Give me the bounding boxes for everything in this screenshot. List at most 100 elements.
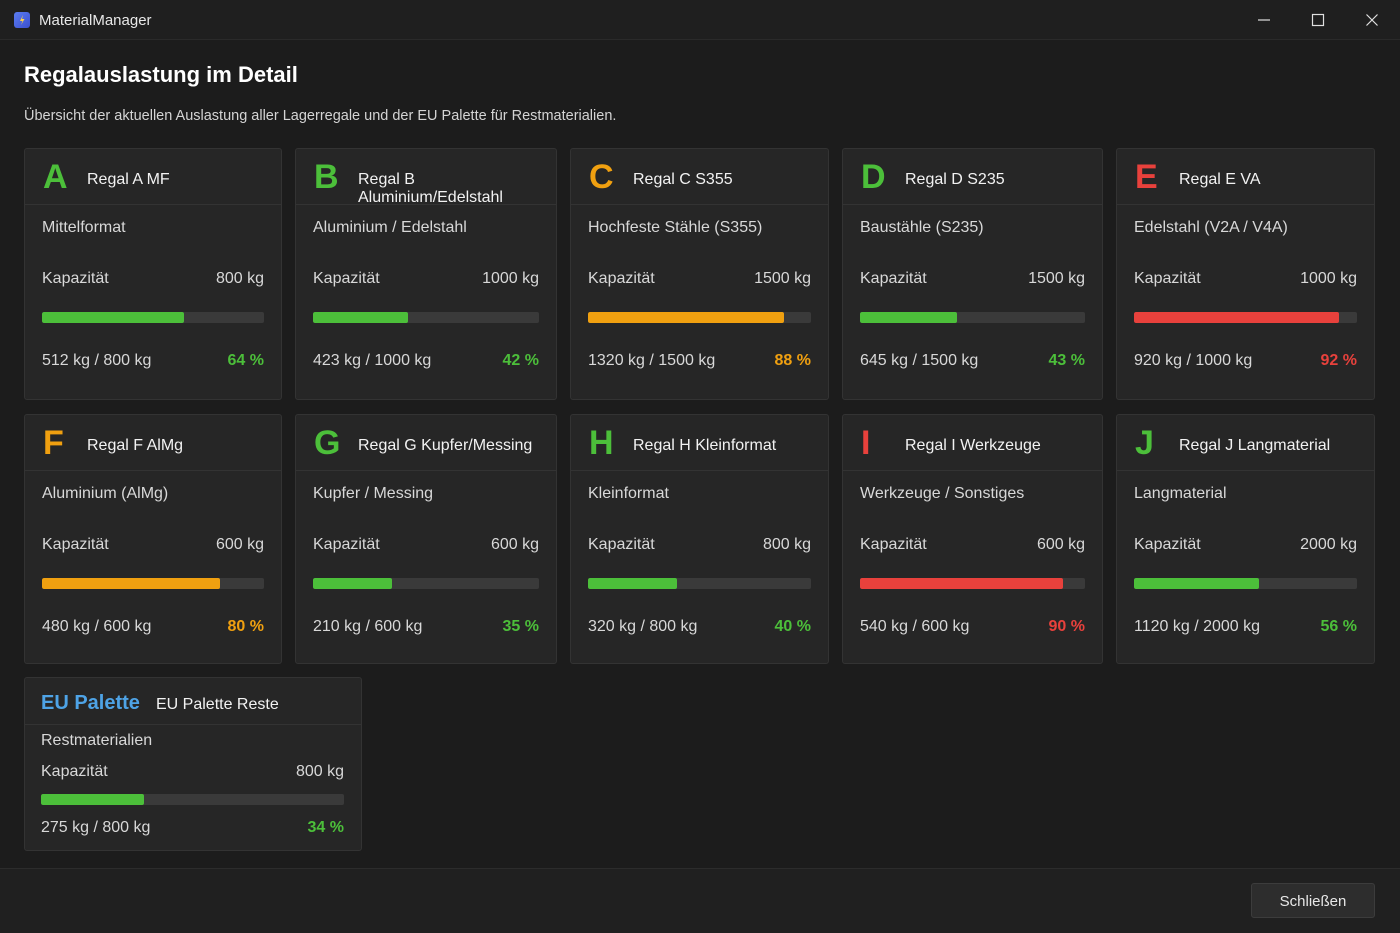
- usage-bar-track: [588, 312, 811, 323]
- shelf-title: Regal C S355: [633, 171, 733, 188]
- maximize-button[interactable]: [1291, 0, 1345, 40]
- capacity-label: Kapazität: [588, 536, 655, 553]
- capacity-label: Kapazität: [1134, 536, 1201, 553]
- usage-text: 275 kg / 800 kg: [41, 819, 151, 836]
- capacity-label: Kapazität: [42, 270, 109, 287]
- shelf-letter: C: [589, 158, 614, 196]
- shelf-title: Regal B Aluminium/Edelstahl: [358, 171, 503, 206]
- usage-text: 512 kg / 800 kg: [42, 352, 152, 369]
- usage-text: 423 kg / 1000 kg: [313, 352, 432, 369]
- card-header: D Regal D S235: [843, 149, 1102, 205]
- capacity-value: 600 kg: [1036, 536, 1085, 553]
- shelf-letter: B: [314, 158, 339, 196]
- usage-text: 920 kg / 1000 kg: [1134, 352, 1253, 369]
- usage-percent: 34 %: [307, 819, 344, 836]
- shelf-card-a: A Regal A MF Mittelformat Kapazität 800 kg 51…: [24, 148, 282, 400]
- capacity-value: 600 kg: [215, 536, 264, 553]
- capacity-value: 2000 kg: [1300, 536, 1357, 553]
- shelf-letter: A: [43, 158, 68, 196]
- usage-bar-track: [1134, 312, 1357, 323]
- card-header: B Regal B Aluminium/Edelstahl: [296, 149, 556, 206]
- shelf-title: Regal H Kleinformat: [633, 437, 777, 454]
- usage-text: 645 kg / 1500 kg: [860, 352, 979, 369]
- close-window-button[interactable]: [1345, 0, 1399, 40]
- usage-text: 480 kg / 600 kg: [42, 618, 152, 635]
- capacity-value: 1500 kg: [754, 270, 811, 287]
- shelf-card-h: H Regal H Kleinformat Kleinformat Kapazität…: [570, 414, 829, 664]
- usage-bar-track: [588, 578, 811, 589]
- usage-text: 540 kg / 600 kg: [860, 618, 970, 635]
- page-title: Regalauslastung im Detail: [24, 62, 298, 87]
- usage-bar-fill: [1134, 312, 1340, 323]
- shelf-letter: G: [314, 424, 341, 462]
- minimize-button[interactable]: [1237, 0, 1291, 40]
- card-header: F Regal F AlMg: [25, 415, 281, 471]
- usage-text: 210 kg / 600 kg: [313, 618, 423, 635]
- usage-percent: 92 %: [1320, 352, 1357, 369]
- usage-bar-track: [860, 578, 1085, 589]
- maximize-icon: [1311, 13, 1325, 27]
- usage-percent: 40 %: [774, 618, 811, 635]
- usage-percent: 88 %: [774, 352, 811, 369]
- usage-bar-fill: [41, 794, 145, 805]
- shelf-letter: F: [43, 424, 64, 462]
- capacity-label: Kapazität: [41, 763, 108, 780]
- minimize-icon: [1258, 19, 1270, 21]
- eu-palette-title: EU Palette Reste: [156, 696, 279, 713]
- usage-bar-track: [313, 312, 539, 323]
- usage-bar-fill: [588, 578, 678, 589]
- close-button[interactable]: Schließen: [1251, 883, 1375, 918]
- capacity-label: Kapazität: [588, 270, 655, 287]
- usage-bar-fill: [313, 312, 408, 323]
- shelf-card-b: B Regal B Aluminium/Edelstahl Aluminium / …: [295, 148, 557, 400]
- shelf-letter: H: [589, 424, 614, 462]
- card-header: EU Palette EU Palette Reste: [25, 678, 361, 725]
- shelf-title: Regal J Langmaterial: [1179, 437, 1331, 454]
- usage-text: 1320 kg / 1500 kg: [588, 352, 716, 369]
- shelf-title: Regal A MF: [87, 171, 170, 188]
- usage-percent: 42 %: [502, 352, 539, 369]
- shelf-card-d: D Regal D S235 Baustähle (S235) Kapazität 15…: [842, 148, 1103, 400]
- usage-percent: 56 %: [1320, 618, 1357, 635]
- usage-text: 320 kg / 800 kg: [588, 618, 698, 635]
- usage-bar-track: [860, 312, 1085, 323]
- footer-bar: Schließen: [0, 868, 1400, 933]
- page-subtitle: Übersicht der aktuellen Auslastung aller…: [24, 108, 617, 124]
- capacity-value: 600 kg: [490, 536, 539, 553]
- card-header: G Regal G Kupfer/Messing: [296, 415, 556, 471]
- capacity-value: 800 kg: [295, 763, 344, 780]
- close-icon: [1366, 14, 1378, 26]
- shelf-card-g: G Regal G Kupfer/Messing Kupfer / Messing K…: [295, 414, 557, 664]
- capacity-label: Kapazität: [42, 536, 109, 553]
- shelf-letter: I: [861, 424, 871, 462]
- shelf-description: Baustähle (S235): [860, 219, 984, 236]
- usage-bar-track: [42, 312, 264, 323]
- capacity-label: Kapazität: [313, 270, 380, 287]
- shelf-description: Werkzeuge / Sonstiges: [860, 485, 1025, 502]
- usage-bar-track: [1134, 578, 1357, 589]
- shelf-title: Regal E VA: [1179, 171, 1261, 188]
- usage-percent: 80 %: [227, 618, 264, 635]
- usage-bar-fill: [42, 578, 220, 589]
- card-header: E Regal E VA: [1117, 149, 1374, 205]
- shelf-description: Aluminium (AlMg): [42, 485, 169, 502]
- shelf-description: Mittelformat: [42, 219, 126, 236]
- title-bar[interactable]: MaterialManager: [0, 0, 1400, 40]
- usage-bar-fill: [588, 312, 785, 323]
- card-header: I Regal I Werkzeuge: [843, 415, 1102, 471]
- shelf-description: Kupfer / Messing: [313, 485, 434, 502]
- shelf-description: Langmaterial: [1134, 485, 1227, 502]
- usage-bar-track: [313, 578, 539, 589]
- shelf-title: Regal G Kupfer/Messing: [358, 437, 533, 454]
- shelf-letter: J: [1135, 424, 1154, 462]
- card-header: J Regal J Langmaterial: [1117, 415, 1374, 471]
- shelf-card-f: F Regal F AlMg Aluminium (AlMg) Kapazität 60…: [24, 414, 282, 664]
- shelf-title: Regal D S235: [905, 171, 1005, 188]
- usage-text: 1120 kg / 2000 kg: [1134, 618, 1261, 635]
- usage-percent: 35 %: [502, 618, 539, 635]
- usage-bar-fill: [313, 578, 393, 589]
- eu-palette-description: Restmaterialien: [41, 732, 153, 749]
- shelf-description: Hochfeste Stähle (S355): [588, 219, 763, 236]
- shelf-letter: D: [861, 158, 886, 196]
- shelf-title: Regal I Werkzeuge: [905, 437, 1041, 454]
